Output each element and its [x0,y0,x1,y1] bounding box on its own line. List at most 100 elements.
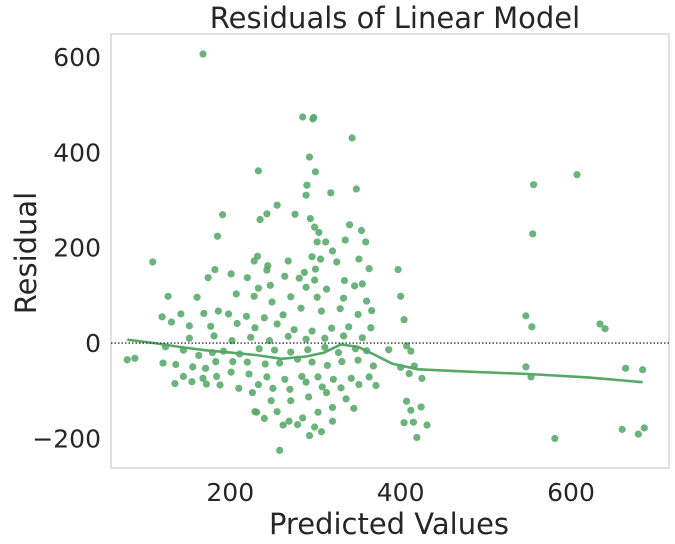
residual-point [298,372,306,381]
residual-point [261,360,269,368]
residual-point [210,332,218,340]
residual-point [522,363,530,371]
residual-point [551,434,559,443]
residual-point [276,446,284,454]
residual-point [265,337,274,345]
residual-point [131,354,139,362]
residual-point [340,276,349,285]
residual-point [397,292,405,300]
residual-point [273,201,281,209]
residual-point [328,403,337,412]
residual-point [522,312,530,320]
residual-point [400,316,408,324]
residual-point [227,368,235,376]
residual-point [314,408,322,416]
residual-point [640,424,648,432]
residual-point [245,370,253,378]
residual-point [400,419,408,427]
residual-point [188,378,196,386]
residual-point [355,255,363,263]
residual-point [263,373,271,381]
residual-point [263,210,271,218]
chart-title: Residuals of Linear Model [210,1,580,35]
lowess-line-layer [127,338,643,384]
residual-point [418,374,426,382]
residual-point [309,115,317,123]
residual-point [354,310,362,319]
residual-point [235,384,243,392]
residual-point [305,153,314,161]
residual-point [407,406,415,414]
residual-point [299,113,307,121]
residual-point [199,50,207,58]
residual-point [279,421,287,429]
residual-point [339,332,348,340]
residual-point [601,325,609,333]
residual-point [254,380,262,389]
residual-point [313,293,321,301]
residual-point [316,255,325,263]
residual-point [212,358,220,366]
residual-point [528,323,536,331]
residual-point [305,431,314,440]
residual-point [417,403,425,411]
residual-point [358,280,366,288]
residual-point [311,168,320,176]
residual-point [291,210,299,218]
residual-point [224,310,233,318]
residual-point [195,351,203,360]
residual-point [322,389,331,397]
residual-point [185,322,193,330]
residual-point [214,307,222,315]
residual-point [336,305,344,313]
residual-point [394,266,402,274]
residual-point [269,384,277,392]
residual-point [618,425,626,433]
residual-point [211,266,219,274]
residual-point [362,238,370,246]
residual-point [348,134,356,142]
residual-point [273,408,281,416]
residual-point [306,214,314,223]
residual-point [285,417,293,425]
residual-point [327,189,335,197]
residual-point [345,221,354,229]
residual-point [263,266,271,274]
residual-point [322,238,330,246]
residual-point [573,171,581,179]
residual-point [337,384,345,392]
y-tick-label: 400 [53,138,101,167]
residual-point [357,226,366,235]
residual-point [213,232,222,240]
residual-point [219,211,227,219]
residual-point [308,358,316,366]
residual-point [200,309,208,318]
residual-point [207,322,215,330]
residual-point [254,167,262,175]
residual-point [193,293,201,301]
y-axis-label: Residual [9,192,43,314]
residual-point [172,360,180,369]
residual-point [338,358,346,366]
residual-point [367,324,375,332]
residual-point [302,191,310,199]
residual-point [302,283,310,291]
residual-point [177,310,185,318]
residual-point [302,335,310,343]
x-tick-label: 200 [206,478,254,507]
residual-point [345,323,353,331]
residual-point [372,381,380,390]
residual-point [149,258,157,266]
residual-point [250,257,258,265]
x-axis-label: Predicted Values [269,507,509,541]
residual-point [243,358,251,366]
plot-frame [110,33,670,469]
residual-point [311,265,320,273]
residual-point [253,408,261,416]
residual-point [281,272,289,280]
lowess-line [127,338,643,384]
residual-point [322,285,331,293]
residual-point [297,304,305,312]
residual-point [268,298,276,306]
residual-point [227,270,235,278]
